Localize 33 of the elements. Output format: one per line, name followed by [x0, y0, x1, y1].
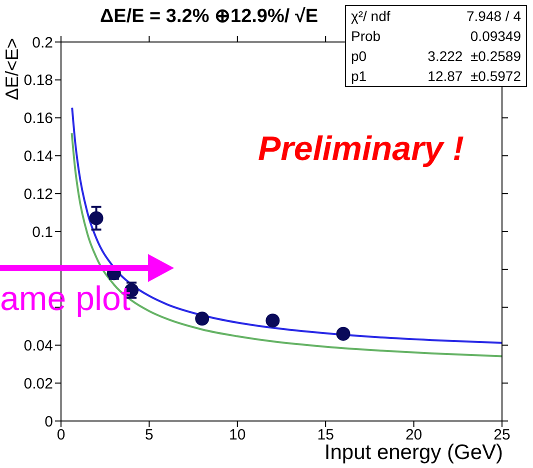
chart-title: ΔE/E = 3.2% ⊕12.9%/ √E	[100, 5, 318, 28]
x-tick-label: 0	[56, 426, 66, 444]
point	[195, 312, 210, 326]
x-tick-label: 5	[145, 426, 154, 444]
x-tick-label: 15	[317, 426, 334, 444]
y-tick-label: 0.12	[24, 186, 53, 203]
y-tick-label: 0.14	[24, 148, 53, 166]
y-tick-label: 0.2	[32, 34, 53, 52]
point	[89, 211, 104, 226]
y-tick-label: 0.04	[24, 338, 53, 355]
line-series	[71, 106, 502, 344]
x-axis-title: Input energy (GeV)	[324, 441, 503, 465]
annotation: p1	[351, 68, 368, 84]
y-tick-label: 0.16	[24, 110, 53, 128]
annotation: 3.222 ±0.2589	[426, 48, 521, 64]
annotation: 0.09349	[469, 28, 521, 44]
y-tick-label: 0.02	[24, 375, 53, 392]
x-tick-label: 10	[229, 426, 246, 444]
y-tick-label: 0	[44, 413, 53, 430]
y-tick-label: 0.18	[24, 72, 53, 90]
point	[266, 314, 280, 328]
y-tick-label: 0.1	[32, 224, 53, 241]
annotation: Prob	[351, 28, 382, 44]
point	[336, 326, 350, 341]
text: 7.948 / 4	[466, 8, 521, 24]
x-tick-label: 20	[405, 426, 422, 444]
x-tick-label: 25	[494, 426, 510, 444]
text: χ²/ ndf	[351, 8, 390, 24]
annotation: p0	[351, 48, 368, 64]
line-series	[70, 132, 502, 358]
y-axis-title: ΔE/<E>	[2, 38, 23, 100]
annotation: 12.87 ±0.5972	[426, 68, 521, 84]
annotation: Preliminary !	[258, 130, 464, 169]
